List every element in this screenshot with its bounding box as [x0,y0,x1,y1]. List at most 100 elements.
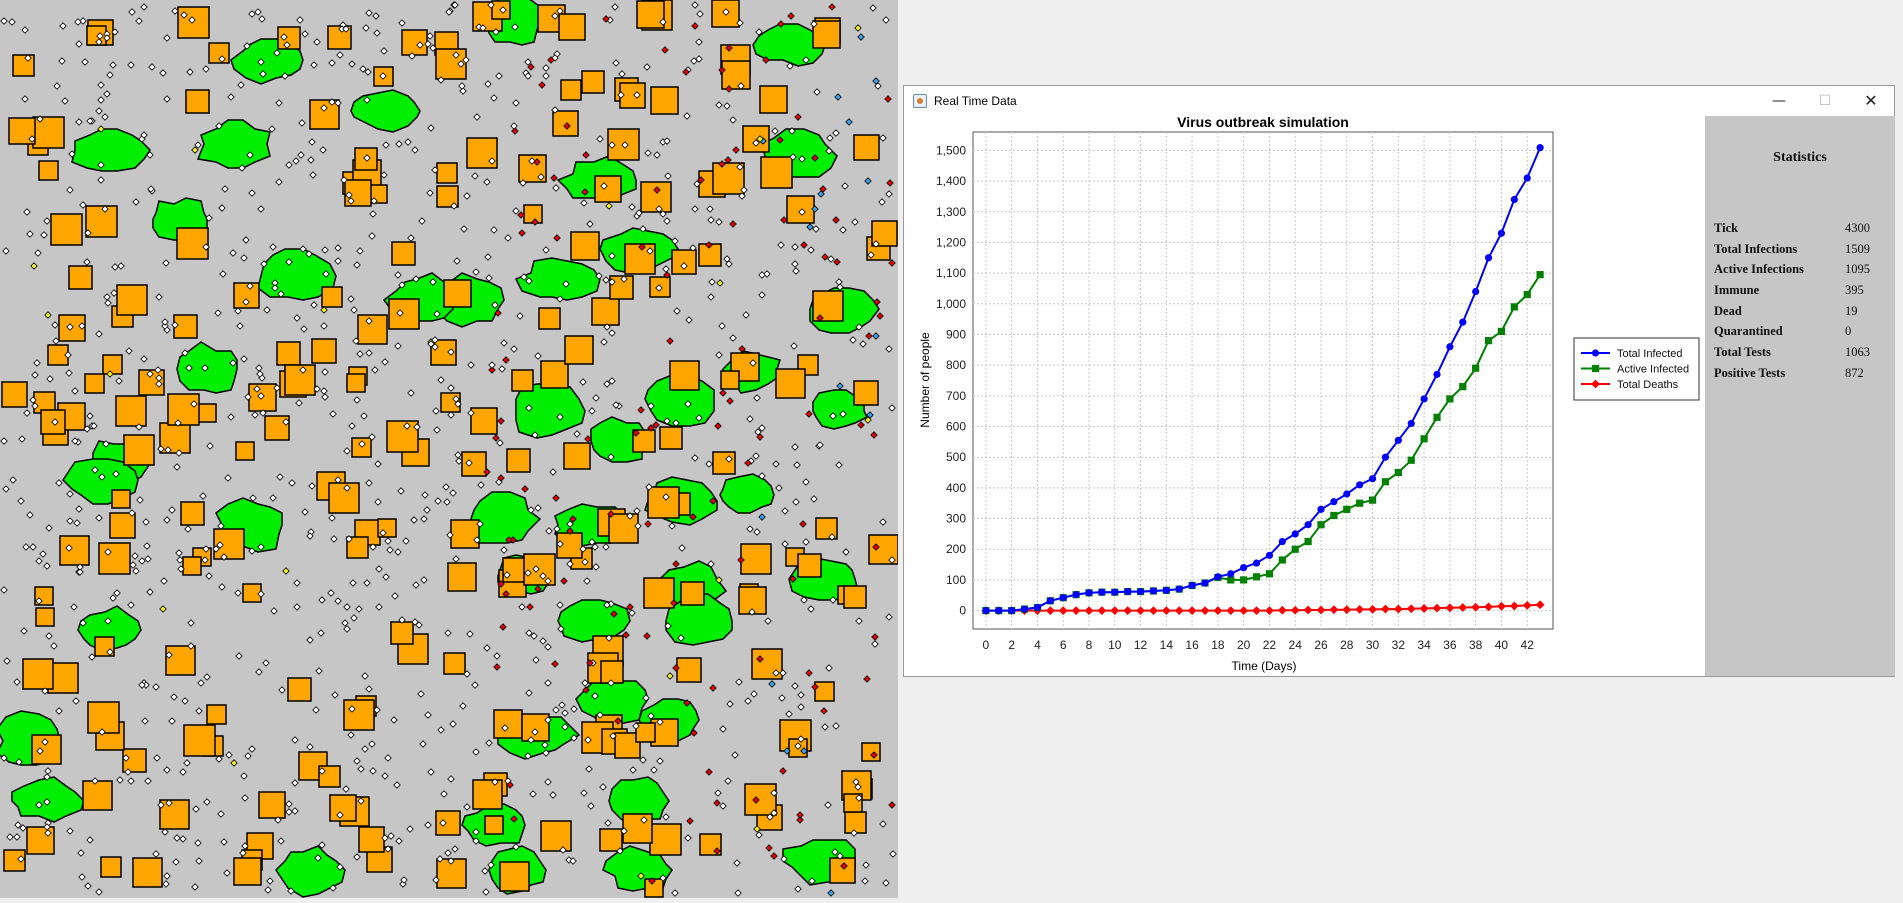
person [664,172,672,180]
person [458,82,466,90]
person [248,10,256,18]
person [591,692,599,700]
person [53,82,61,90]
series-total-infected [982,144,1544,615]
person [870,751,878,759]
person [579,378,587,386]
person [257,58,265,66]
person [633,507,641,515]
person [520,273,528,281]
person [140,3,148,11]
person [375,565,383,573]
person [380,171,388,179]
person [690,57,698,65]
building [712,451,736,475]
person [269,243,277,251]
person [31,402,39,410]
person [855,794,863,802]
person [78,322,86,330]
person [666,337,674,345]
building [321,286,343,308]
person [240,355,248,363]
building [182,556,202,576]
person [41,687,49,695]
person [111,263,119,271]
person [659,874,667,882]
building [390,621,414,645]
x-tick-label: 34 [1417,638,1431,652]
person [382,141,390,149]
person [97,176,105,184]
person [86,412,94,420]
person [797,691,805,699]
person [353,757,361,765]
person [857,33,865,41]
building [511,369,534,392]
building [159,422,191,454]
person [539,572,547,580]
close-button[interactable]: ✕ [1848,86,1894,116]
person [832,722,840,730]
person [223,869,231,877]
person [512,207,520,215]
person [146,588,154,596]
building [680,581,705,606]
window-titlebar[interactable]: Real Time Data — ☐ ✕ [904,86,1894,116]
person [707,293,715,301]
person [655,205,663,213]
building [540,820,572,852]
person [43,798,51,806]
person [689,513,697,521]
person [148,63,156,71]
park [665,593,733,646]
person [524,569,532,577]
minimize-button[interactable]: — [1756,86,1802,116]
simulation-map [0,0,898,898]
person [313,385,321,393]
person [756,655,764,663]
building [814,681,835,702]
data-point [1445,603,1455,613]
person [174,419,182,427]
data-point [1420,435,1428,443]
person [64,351,72,359]
person [771,127,779,135]
person [78,873,86,881]
person [832,216,840,224]
person [75,505,83,513]
maximize-button[interactable]: ☐ [1802,86,1848,116]
person [410,516,418,524]
person [164,446,172,454]
person [552,706,560,714]
person [432,407,440,415]
person [71,387,79,395]
person [242,298,250,306]
person [33,359,41,367]
person [655,284,663,292]
person [512,99,520,107]
person [634,522,642,530]
person [882,879,890,887]
person [2,247,10,255]
person [347,731,355,739]
person [685,316,693,324]
person [451,1,459,9]
person [816,441,824,449]
person [650,766,658,774]
person [241,794,249,802]
person [476,520,484,528]
person [805,410,813,418]
person [374,498,382,506]
person [283,41,291,49]
person [214,309,222,317]
person [879,820,887,828]
person [459,702,467,710]
building [233,857,262,886]
person [802,478,810,486]
x-tick-label: 36 [1443,638,1457,652]
person [157,445,165,453]
building [85,205,118,238]
building [443,652,466,675]
person [580,789,588,797]
building [122,748,147,773]
